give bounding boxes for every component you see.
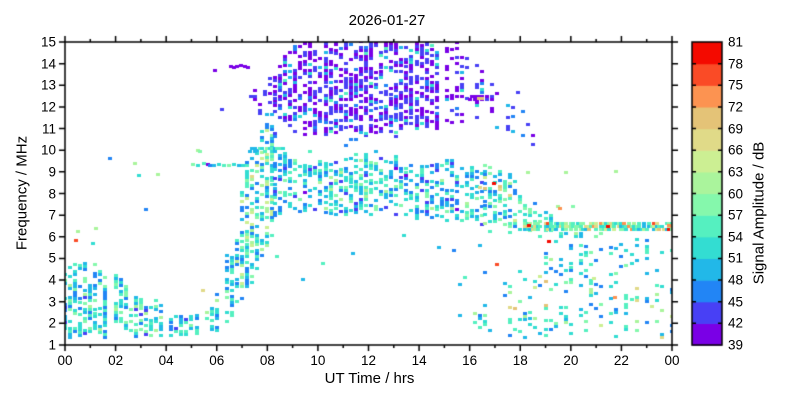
y-tick-label: 13 <box>40 77 56 93</box>
y-tick-label: 12 <box>40 99 56 115</box>
y-tick-label: 5 <box>48 250 56 266</box>
x-tick-label: 12 <box>360 353 377 368</box>
x-axis-label: UT Time / hrs <box>324 370 415 387</box>
y-tick-label: 9 <box>48 164 56 180</box>
y-tick-label: 4 <box>48 272 56 288</box>
y-tick-label: 3 <box>48 294 56 310</box>
y-axis-label: Frequency / MHz <box>13 135 31 251</box>
colorbar-tick-label: 42 <box>728 315 744 331</box>
colorbar-label: Signal Amplitude / dB <box>750 141 768 285</box>
y-tick-label: 6 <box>48 229 56 245</box>
colorbar-tick-label: 75 <box>728 77 744 93</box>
colorbar-tick-label: 69 <box>728 121 744 137</box>
x-tick-label: 04 <box>158 353 174 368</box>
colorbar-tick-label: 39 <box>728 337 744 353</box>
x-tick-label: 02 <box>108 353 124 368</box>
x-tick-label: 06 <box>209 353 225 368</box>
colorbar-tick-label: 63 <box>728 164 744 180</box>
x-tick-label: 16 <box>462 353 478 368</box>
y-tick-label: 11 <box>41 121 56 137</box>
x-tick-label: 00 <box>664 353 680 368</box>
y-tick-label: 2 <box>48 315 56 331</box>
x-tick-label: 14 <box>411 353 427 368</box>
colorbar-tick-label: 60 <box>728 186 744 201</box>
x-tick-label: 08 <box>259 353 275 368</box>
chart-title: 2026-01-27 <box>348 12 426 29</box>
x-tick-label: 22 <box>613 353 629 368</box>
y-tick-label: 15 <box>40 34 56 50</box>
y-tick-label: 7 <box>48 207 56 223</box>
colorbar-tick-label: 54 <box>728 229 744 245</box>
x-tick-label: 18 <box>512 353 528 368</box>
y-tick-label: 10 <box>40 142 56 158</box>
colorbar-tick-label: 72 <box>728 99 744 115</box>
colorbar-tick-label: 51 <box>728 250 744 266</box>
y-tick-label: 14 <box>40 56 56 72</box>
y-tick-label: 1 <box>48 337 56 353</box>
colorbar-tick-label: 57 <box>728 207 744 223</box>
x-tick-label: 20 <box>563 353 579 368</box>
colorbar-tick-label: 48 <box>728 272 744 288</box>
x-tick-label: 00 <box>57 353 73 368</box>
colorbar-tick-label: 81 <box>728 34 744 50</box>
colorbar-tick-label: 78 <box>728 56 744 72</box>
y-tick-label: 8 <box>48 186 56 201</box>
colorbar-tick-label: 45 <box>728 294 744 310</box>
colorbar-tick-label: 66 <box>728 142 744 158</box>
x-tick-label: 10 <box>310 353 326 368</box>
